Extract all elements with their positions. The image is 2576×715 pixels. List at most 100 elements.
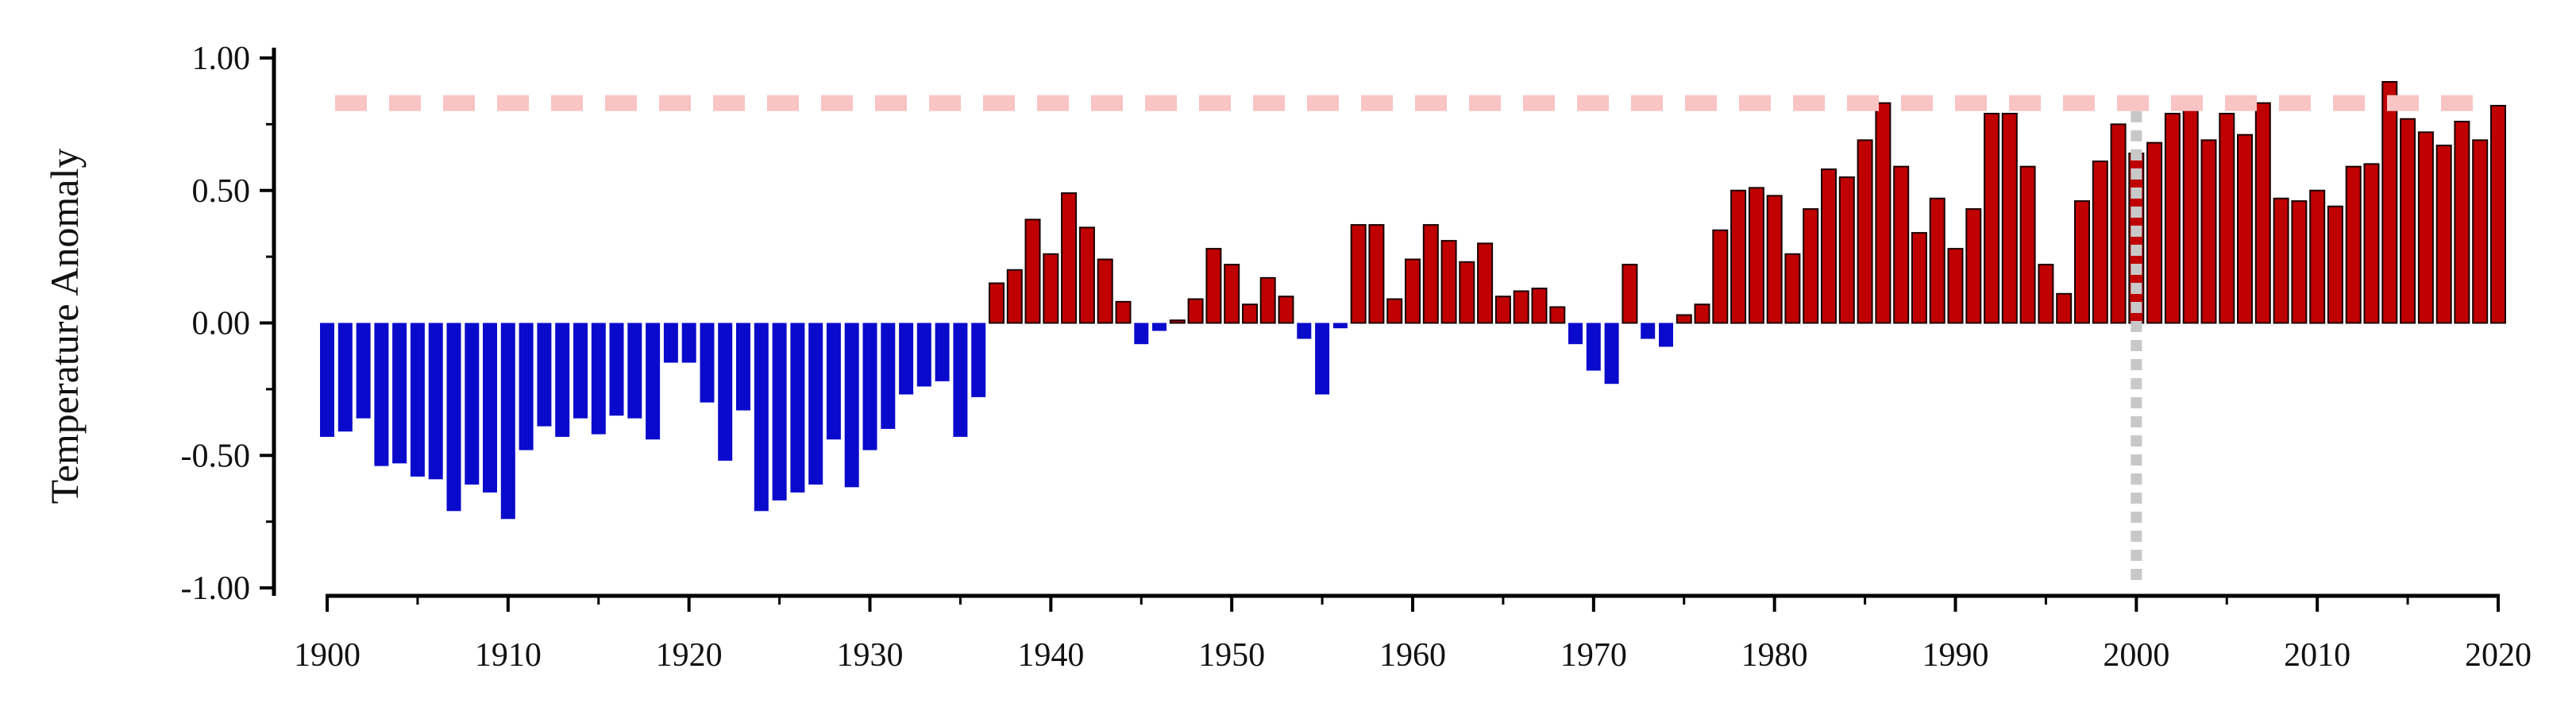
bar-1991 (1965, 208, 1982, 324)
bar-1905 (410, 323, 425, 477)
bar-1969 (1568, 323, 1583, 345)
bar-1965 (1494, 296, 1511, 324)
bar-1911 (519, 323, 534, 450)
bar-1954 (1297, 323, 1312, 339)
bar-1904 (392, 323, 407, 464)
bar-2002 (2164, 113, 2181, 324)
bar-1938 (1006, 269, 1023, 324)
y-axis-title: Temperature Anomaly (42, 149, 87, 504)
bar-1989 (1929, 197, 1945, 324)
bar-1956 (1332, 323, 1348, 329)
bar-1916 (609, 323, 624, 416)
bar-1985 (1857, 139, 1873, 324)
bar-1992 (1984, 113, 2000, 324)
bar-1929 (844, 323, 859, 488)
bar-1981 (1784, 253, 1801, 324)
bar-1910 (500, 323, 515, 520)
bar-1948 (1187, 298, 1204, 324)
x-tick-label: 1910 (475, 637, 542, 674)
bar-1957 (1350, 224, 1367, 324)
bar-1932 (899, 323, 914, 395)
bar-1953 (1278, 296, 1294, 324)
bar-1926 (790, 323, 805, 493)
bar-2004 (2200, 139, 2217, 324)
bar-1908 (465, 323, 480, 485)
bar-1964 (1477, 242, 1494, 324)
bar-1931 (881, 323, 896, 429)
bar-1952 (1259, 276, 1276, 324)
bar-1927 (808, 323, 823, 485)
bar-1979 (1748, 187, 1764, 324)
bar-1915 (591, 323, 606, 435)
bar-1961 (1422, 224, 1439, 324)
bar-1984 (1838, 176, 1855, 324)
bar-1995 (2038, 264, 2054, 324)
x-tick-label: 1900 (294, 637, 361, 674)
bar-1925 (772, 323, 787, 500)
bar-1944 (1115, 300, 1132, 324)
bar-1993 (2001, 113, 2018, 324)
bar-1983 (1821, 168, 1837, 324)
bar-1940 (1043, 253, 1059, 324)
x-tick-label: 1930 (837, 637, 904, 674)
bar-1918 (646, 323, 661, 440)
bar-1950 (1224, 264, 1240, 324)
bar-2001 (2146, 141, 2163, 324)
bar-1914 (573, 323, 588, 419)
bar-1928 (826, 323, 841, 440)
y-tick-label: -0.50 (181, 438, 251, 474)
bar-1921 (700, 323, 715, 403)
bar-1968 (1549, 306, 1566, 324)
bar-1982 (1803, 208, 1819, 324)
bar-1945 (1134, 323, 1149, 345)
x-tick-label: 2010 (2284, 637, 2350, 674)
bar-1935 (953, 323, 968, 437)
bar-1903 (374, 323, 389, 466)
y-tick-label: 0.50 (192, 173, 251, 210)
y-tick-label: -1.00 (181, 570, 251, 607)
bar-2011 (2327, 205, 2343, 324)
bar-1947 (1169, 319, 1186, 324)
x-tick-label: 1980 (1741, 637, 1808, 674)
bar-2014 (2381, 81, 2398, 324)
y-axis: 1.00 0.50 0.00 -0.50 -1.00 (181, 41, 276, 607)
bar-1934 (935, 323, 950, 381)
bar-1942 (1078, 226, 1095, 324)
bar-1920 (681, 323, 696, 363)
bar-1962 (1440, 240, 1457, 324)
bar-1959 (1386, 298, 1403, 324)
bar-2010 (2309, 189, 2326, 324)
bar-1958 (1368, 224, 1385, 324)
bar-1963 (1459, 261, 1475, 324)
bar-2007 (2254, 102, 2271, 324)
x-tick-label: 1920 (656, 637, 723, 674)
bar-1912 (537, 323, 552, 427)
bar-1909 (483, 323, 497, 493)
bar-1949 (1205, 248, 1222, 324)
bar-1966 (1513, 290, 1529, 324)
bar-2008 (2273, 197, 2289, 324)
bar-1975 (1676, 314, 1692, 324)
x-tick-label: 1970 (1560, 637, 1627, 674)
x-tick-label: 1990 (1922, 637, 1989, 674)
bar-1998 (2092, 160, 2108, 324)
bar-2005 (2219, 113, 2235, 324)
bar-1906 (428, 323, 443, 480)
bar-1977 (1712, 229, 1729, 324)
bar-1943 (1097, 258, 1113, 324)
bar-2009 (2291, 200, 2308, 324)
x-tick-label: 1960 (1379, 637, 1446, 674)
bar-1994 (2019, 165, 2036, 324)
bar-1951 (1242, 303, 1258, 324)
bar-1967 (1531, 288, 1548, 324)
bar-2018 (2454, 121, 2470, 324)
bar-2020 (2490, 105, 2506, 324)
x-tick-label: 1950 (1198, 637, 1265, 674)
bar-2003 (2182, 107, 2199, 324)
bar-1901 (337, 323, 353, 432)
bar-1990 (1947, 248, 1964, 324)
bar-1907 (446, 323, 461, 512)
bar-1987 (1893, 165, 1910, 324)
bar-1946 (1152, 323, 1167, 331)
bar-1923 (736, 323, 750, 411)
